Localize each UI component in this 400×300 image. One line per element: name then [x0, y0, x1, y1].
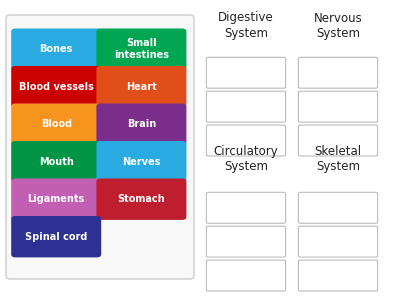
FancyBboxPatch shape [206, 226, 286, 257]
FancyBboxPatch shape [298, 260, 378, 291]
FancyBboxPatch shape [11, 103, 101, 145]
FancyBboxPatch shape [11, 28, 101, 70]
FancyBboxPatch shape [298, 91, 378, 122]
Text: Circulatory
System: Circulatory System [214, 145, 278, 173]
FancyBboxPatch shape [206, 125, 286, 156]
FancyBboxPatch shape [96, 178, 186, 220]
FancyBboxPatch shape [96, 66, 186, 107]
Text: Small
intestines: Small intestines [114, 38, 169, 60]
Text: Brain: Brain [127, 119, 156, 129]
FancyBboxPatch shape [96, 28, 186, 70]
Text: Blood vessels: Blood vessels [19, 82, 94, 92]
FancyBboxPatch shape [206, 260, 286, 291]
Text: Spinal cord: Spinal cord [25, 232, 87, 242]
Text: Nerves: Nerves [122, 157, 160, 167]
FancyBboxPatch shape [206, 192, 286, 223]
Text: Digestive
System: Digestive System [218, 11, 274, 40]
Text: Heart: Heart [126, 82, 157, 92]
Text: Nervous
System: Nervous System [314, 11, 362, 40]
Text: Blood: Blood [41, 119, 72, 129]
FancyBboxPatch shape [298, 57, 378, 88]
FancyBboxPatch shape [11, 216, 101, 257]
Text: Skeletal
System: Skeletal System [314, 145, 362, 173]
FancyBboxPatch shape [6, 15, 194, 279]
FancyBboxPatch shape [11, 178, 101, 220]
Text: Bones: Bones [40, 44, 73, 54]
FancyBboxPatch shape [11, 66, 101, 107]
Text: Ligaments: Ligaments [28, 194, 85, 204]
Text: Stomach: Stomach [118, 194, 165, 204]
FancyBboxPatch shape [298, 125, 378, 156]
FancyBboxPatch shape [206, 91, 286, 122]
FancyBboxPatch shape [298, 192, 378, 223]
Text: Mouth: Mouth [39, 157, 74, 167]
FancyBboxPatch shape [96, 141, 186, 182]
FancyBboxPatch shape [206, 57, 286, 88]
FancyBboxPatch shape [11, 141, 101, 182]
FancyBboxPatch shape [298, 226, 378, 257]
FancyBboxPatch shape [96, 103, 186, 145]
